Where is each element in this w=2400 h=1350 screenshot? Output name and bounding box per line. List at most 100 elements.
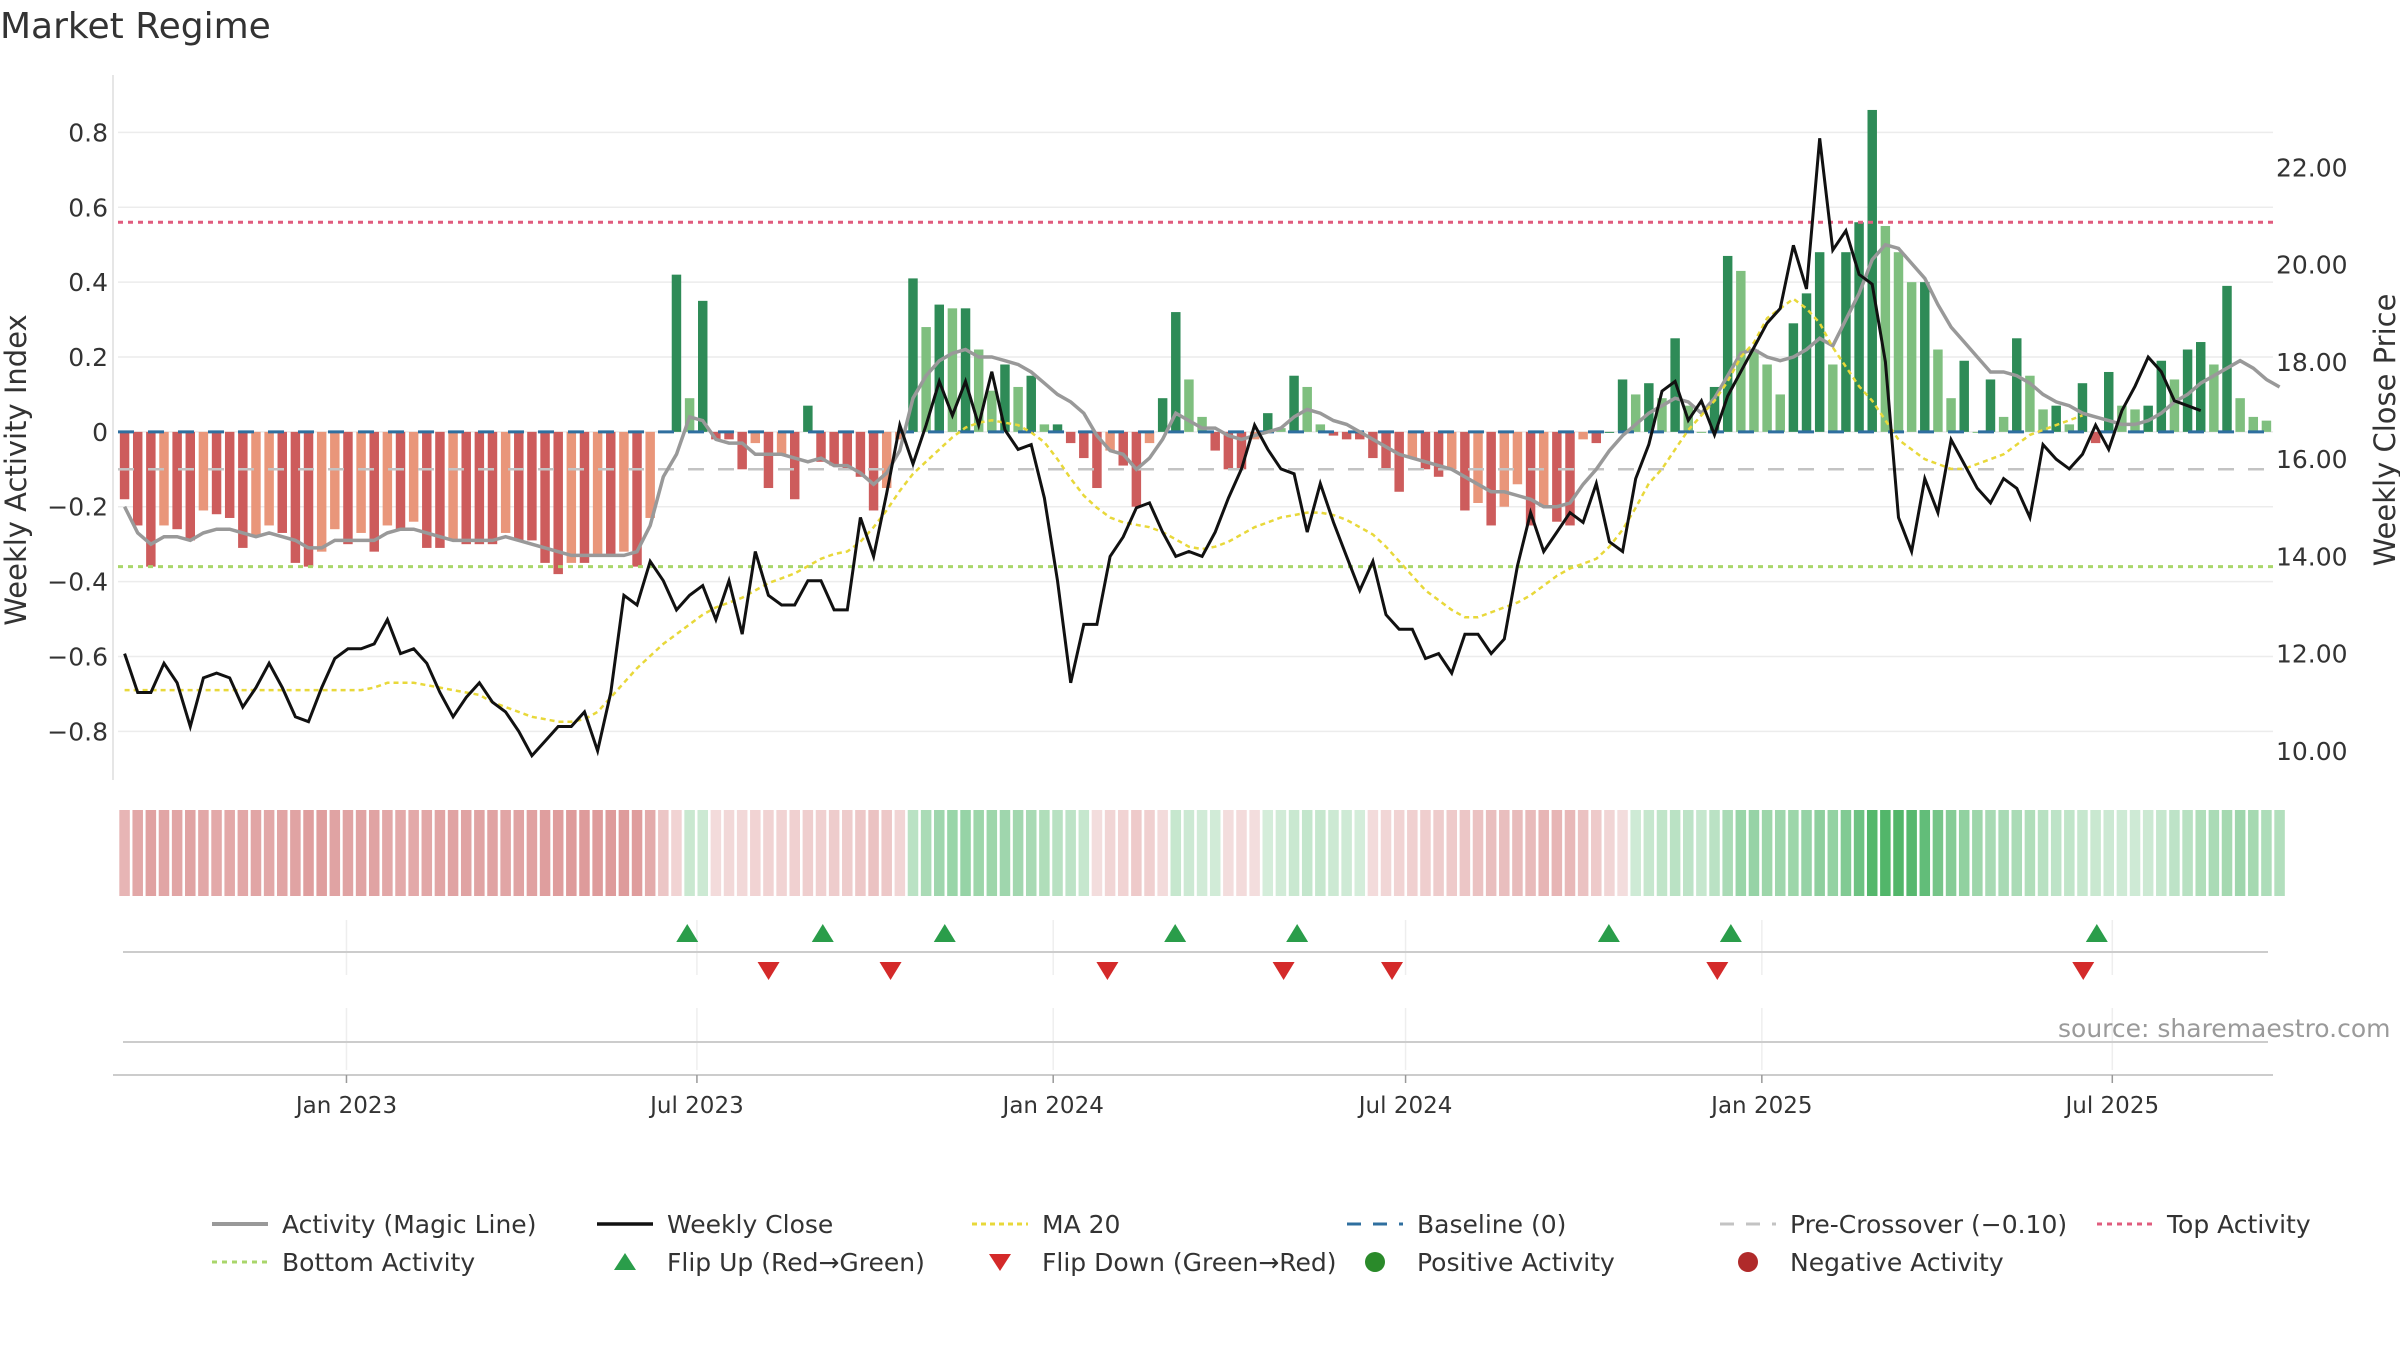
legend-label: Baseline (0) bbox=[1417, 1209, 1567, 1239]
activity-bar bbox=[645, 431, 655, 518]
activity-bar bbox=[1696, 431, 1707, 433]
activity-bar bbox=[1749, 349, 1759, 432]
activity-bar bbox=[540, 431, 550, 563]
regime-cell bbox=[303, 810, 314, 896]
activity-bar bbox=[737, 431, 747, 470]
market-regime-chart: 0.8 0.6 0.4 0.2 0 −0.2 −0.4 −0.6 −0.8 22.00 20.00 1… bbox=[0, 75, 2400, 1119]
regime-cell bbox=[1052, 810, 1063, 896]
regime-cell bbox=[1144, 810, 1155, 896]
regime-cell bbox=[934, 810, 945, 896]
regime-cell bbox=[1485, 810, 1497, 896]
x-tick-label: Jan 2023 bbox=[294, 1093, 397, 1119]
regime-cell bbox=[1748, 810, 1760, 896]
activity-bar bbox=[711, 431, 721, 440]
regime-cell bbox=[1617, 810, 1628, 896]
activity-bar bbox=[1644, 383, 1654, 432]
regime-cell bbox=[1104, 810, 1116, 896]
activity-bars bbox=[119, 109, 2272, 575]
regime-cell bbox=[1420, 810, 1431, 896]
regime-cell bbox=[382, 810, 393, 896]
regime-cell bbox=[211, 810, 222, 896]
y-right-tick-label: 22.00 bbox=[2276, 154, 2348, 183]
activity-bar bbox=[1460, 431, 1470, 511]
activity-bar bbox=[947, 308, 958, 432]
activity-bar bbox=[1039, 424, 1050, 432]
regime-cell bbox=[198, 810, 209, 896]
activity-bar bbox=[1105, 431, 1115, 451]
legend-item-fdown: Flip Down (Green→Red) bbox=[970, 1243, 1337, 1281]
regime-cell bbox=[1945, 810, 1957, 896]
activity-bar bbox=[1565, 431, 1575, 526]
activity-bar bbox=[119, 431, 130, 500]
regime-cell bbox=[828, 810, 840, 896]
activity-bar bbox=[1736, 270, 1746, 432]
activity-bar bbox=[1144, 431, 1155, 444]
regime-cell bbox=[1591, 810, 1602, 896]
regime-cell bbox=[1512, 810, 1523, 896]
regime-cell bbox=[802, 810, 814, 896]
y-axis-left-label: Weekly Activity Index bbox=[0, 314, 33, 625]
activity-bar bbox=[251, 431, 261, 537]
regime-cell bbox=[132, 810, 143, 896]
regime-cell bbox=[1393, 810, 1405, 896]
activity-bar bbox=[1433, 431, 1444, 477]
regime-cell bbox=[1025, 810, 1037, 896]
flip-up-marker bbox=[2085, 924, 2108, 942]
legend-row: Activity (Magic Line) Weekly Close MA 20 Ba… bbox=[210, 1205, 2390, 1243]
x-tick-label: Jul 2024 bbox=[1357, 1093, 1453, 1119]
activity-bar bbox=[1328, 431, 1339, 436]
x-tick-label: Jan 2025 bbox=[1709, 1093, 1812, 1119]
activity-bar bbox=[2209, 364, 2219, 432]
activity-bar bbox=[1828, 364, 1838, 432]
activity-bar bbox=[921, 327, 931, 432]
y-right-tick-label: 12.00 bbox=[2276, 640, 2348, 669]
activity-bar bbox=[1420, 431, 1431, 470]
activity-bar bbox=[895, 431, 905, 440]
regime-cell bbox=[1091, 810, 1103, 896]
regime-cell bbox=[1301, 810, 1313, 896]
flip-up-marker bbox=[1597, 924, 1620, 942]
legend-item-fup: Flip Up (Red→Green) bbox=[595, 1243, 925, 1281]
legend-item-ma: MA 20 bbox=[970, 1205, 1120, 1243]
activity-bar bbox=[2222, 285, 2232, 432]
activity-bar bbox=[1118, 431, 1128, 466]
activity-bar bbox=[330, 431, 340, 530]
activity-bar bbox=[1788, 323, 1799, 432]
regime-cell bbox=[1117, 810, 1129, 896]
y-left-tick-label: 0.6 bbox=[68, 193, 108, 222]
regime-cell bbox=[907, 810, 919, 896]
regime-cell bbox=[631, 810, 643, 896]
regime-cell bbox=[999, 810, 1011, 896]
activity-bar bbox=[619, 431, 629, 552]
regime-cell bbox=[500, 810, 511, 896]
activity-bar bbox=[290, 431, 301, 563]
flip-up-marker bbox=[676, 924, 699, 942]
activity-bar bbox=[1972, 431, 1983, 433]
regime-cell bbox=[224, 810, 235, 896]
x-tick-label: Jul 2023 bbox=[648, 1093, 744, 1119]
legend-label: Negative Activity bbox=[1790, 1247, 2004, 1277]
activity-bar bbox=[908, 278, 918, 432]
close-legend-swatch bbox=[597, 1222, 653, 1226]
y-right-tick-label: 16.00 bbox=[2276, 445, 2348, 474]
y-left-tick-label: 0 bbox=[92, 418, 108, 447]
activity-bar bbox=[1355, 431, 1365, 440]
activity-bar bbox=[855, 431, 866, 477]
regime-cell bbox=[1577, 810, 1589, 896]
activity-bar bbox=[1263, 413, 1273, 432]
regime-cell bbox=[960, 810, 971, 896]
flip-up-marker bbox=[1164, 924, 1187, 942]
activity-bar bbox=[2025, 375, 2035, 432]
activity-bar bbox=[1709, 386, 1720, 432]
regime-cell bbox=[526, 810, 538, 896]
activity-bar bbox=[1092, 431, 1102, 489]
regime-cell bbox=[2142, 810, 2154, 896]
activity-bar bbox=[1801, 293, 1812, 432]
activity-bar bbox=[277, 431, 287, 533]
regime-cell bbox=[973, 810, 984, 896]
regime-cell bbox=[855, 810, 866, 896]
regime-cell bbox=[171, 810, 183, 896]
activity-bar bbox=[2248, 416, 2259, 432]
regime-cell bbox=[1669, 810, 1681, 896]
regime-cell bbox=[1735, 810, 1747, 896]
